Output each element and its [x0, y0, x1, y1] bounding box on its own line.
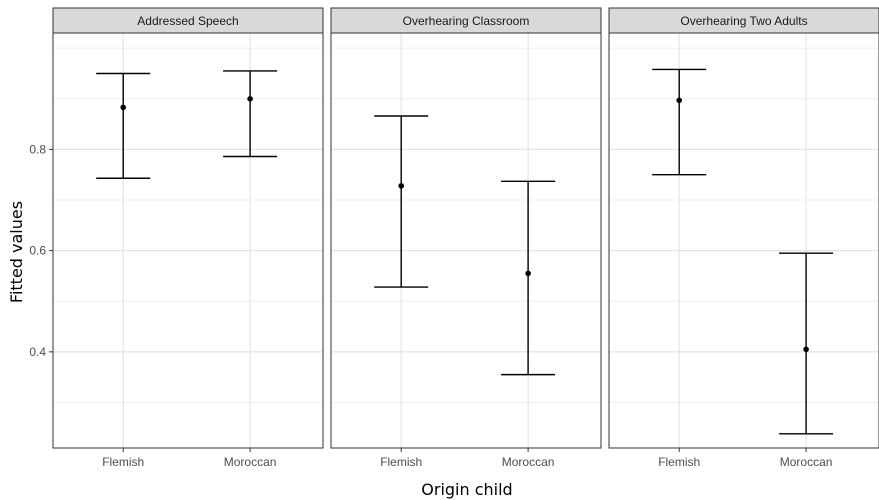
panel-background	[331, 33, 601, 448]
fitted-value-point	[525, 270, 531, 277]
x-tick-label: Flemish	[380, 455, 422, 469]
facet-strip	[608, 7, 879, 34]
y-tick-label: 0.4	[29, 345, 46, 359]
facet-panel: Overhearing Two Adults Flemish Moroccan	[608, 7, 879, 469]
facet-strip	[330, 7, 602, 34]
x-tick-label: Moroccan	[224, 455, 277, 469]
panel-background	[609, 33, 879, 448]
facet-panel: Addressed Speech Flemish Moroccan	[52, 7, 324, 469]
facet-panel: Overhearing Classroom Flemish Moroccan	[330, 7, 602, 469]
facet-strip-label: Addressed Speech	[137, 14, 238, 28]
facet-strip-label: Overhearing Classroom	[403, 14, 530, 28]
y-axis: 0.4 0.6 0.8	[29, 142, 53, 359]
panel-background	[53, 33, 323, 448]
panel-border	[608, 32, 879, 449]
x-tick-label: Moroccan	[780, 455, 833, 469]
panel-border	[52, 32, 324, 449]
error-bar	[96, 72, 151, 179]
y-axis-title: Fitted values	[7, 201, 26, 303]
error-bar	[779, 252, 834, 435]
y-tick-label: 0.8	[29, 142, 46, 156]
fitted-value-point	[398, 183, 405, 189]
panel-border	[330, 32, 602, 449]
error-bar	[374, 115, 429, 288]
fitted-value-point	[803, 346, 809, 353]
x-tick-label: Flemish	[102, 455, 144, 469]
facet-strip	[52, 7, 324, 34]
error-bar	[501, 180, 556, 376]
y-tick-label: 0.6	[29, 244, 46, 258]
x-tick-label: Moroccan	[502, 455, 555, 469]
fitted-value-point	[120, 104, 126, 111]
fitted-value-point	[676, 97, 682, 104]
fitted-value-point	[247, 95, 253, 102]
facet-strip-label: Overhearing Two Adults	[680, 14, 807, 28]
error-bar	[652, 68, 707, 176]
x-tick-label: Flemish	[658, 455, 700, 469]
error-bar	[223, 70, 278, 158]
x-axis-title: Origin child	[421, 480, 512, 499]
